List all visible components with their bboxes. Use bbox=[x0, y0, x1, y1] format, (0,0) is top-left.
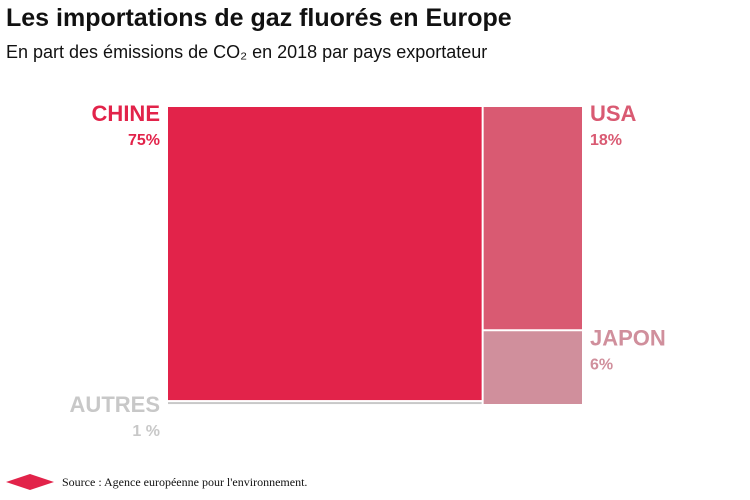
value-label: 6% bbox=[590, 356, 613, 373]
source: Source : Agence européenne pour l'enviro… bbox=[62, 475, 307, 489]
value-label: 18% bbox=[590, 132, 622, 149]
category-label: JAPON bbox=[590, 325, 666, 350]
treemap-cell bbox=[168, 107, 482, 401]
source-icon bbox=[6, 474, 54, 490]
treemap-cell bbox=[168, 402, 482, 405]
category-label: USA bbox=[590, 101, 637, 126]
chart-subtitle: En part des émissions de CO₂ en 2018 par… bbox=[6, 42, 487, 62]
chart-title: Les importations de gaz fluorés en Europ… bbox=[6, 4, 512, 32]
category-label: CHINE bbox=[92, 101, 160, 126]
value-label: 1 % bbox=[132, 423, 160, 440]
category-label: AUTRES bbox=[70, 392, 160, 417]
treemap-cell bbox=[483, 331, 582, 404]
value-label: 75% bbox=[128, 132, 160, 149]
treemap-cell bbox=[483, 107, 582, 330]
